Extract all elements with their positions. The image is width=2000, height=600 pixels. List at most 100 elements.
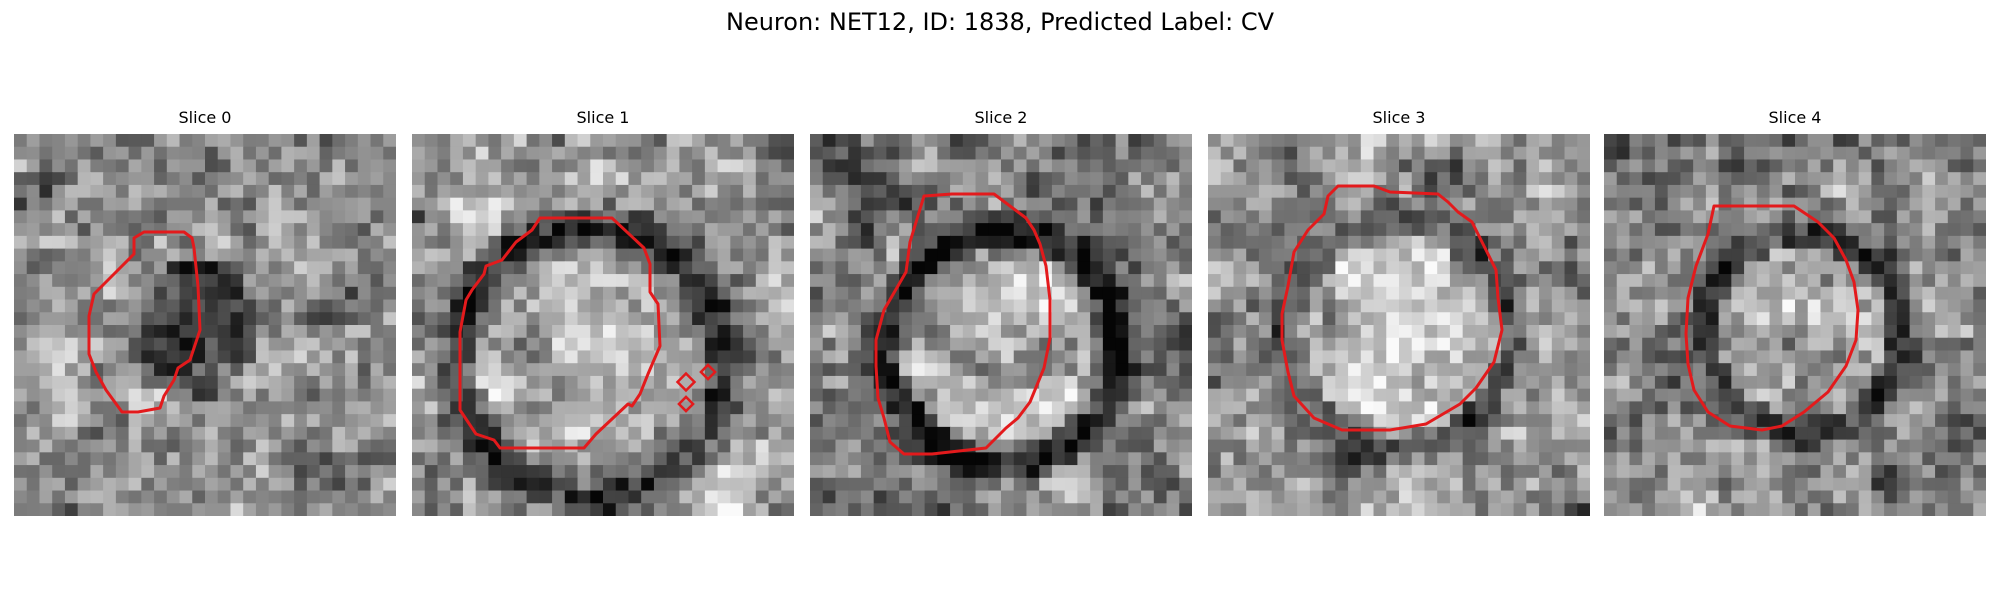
pixel-cell bbox=[1731, 134, 1745, 148]
pixel-cell bbox=[1399, 503, 1413, 516]
pixel-cell bbox=[603, 159, 617, 173]
pixel-cell bbox=[243, 503, 257, 516]
pixel-cell bbox=[294, 363, 308, 377]
pixel-cell bbox=[1233, 248, 1247, 262]
pixel-cell bbox=[1013, 134, 1028, 148]
pixel-cell bbox=[603, 172, 617, 186]
pixel-cell bbox=[1437, 388, 1451, 402]
pixel-cell bbox=[306, 210, 321, 224]
pixel-cell bbox=[1513, 184, 1527, 199]
pixel-cell bbox=[1680, 490, 1694, 504]
pixel-cell bbox=[539, 299, 553, 313]
pixel-cell bbox=[1973, 350, 1986, 364]
pixel-cell bbox=[52, 299, 66, 313]
pixel-cell bbox=[653, 172, 668, 186]
pixel-cell bbox=[1744, 388, 1758, 402]
pixel-cell bbox=[1258, 414, 1273, 428]
pixel-cell bbox=[1513, 134, 1527, 148]
pixel-cell bbox=[1449, 465, 1464, 479]
pixel-cell bbox=[1845, 159, 1860, 173]
pixel-cell bbox=[332, 337, 346, 352]
pixel-cell bbox=[488, 184, 502, 199]
pixel-cell bbox=[653, 184, 668, 199]
pixel-cell bbox=[1973, 414, 1986, 428]
pixel-cell bbox=[1309, 325, 1324, 339]
pixel-cell bbox=[730, 248, 744, 262]
pixel-cell bbox=[1013, 465, 1028, 479]
pixel-cell bbox=[115, 223, 130, 237]
pixel-cell bbox=[704, 248, 719, 262]
pixel-cell bbox=[1500, 134, 1515, 148]
pixel-cell bbox=[886, 503, 900, 516]
pixel-cell bbox=[1513, 325, 1527, 339]
pixel-cell bbox=[1858, 299, 1872, 313]
pixel-cell bbox=[1564, 452, 1578, 466]
pixel-cell bbox=[1680, 223, 1694, 237]
pixel-cell bbox=[590, 299, 604, 313]
pixel-cell bbox=[1909, 274, 1923, 288]
pixel-cell bbox=[1871, 134, 1885, 148]
pixel-cell bbox=[1973, 325, 1986, 339]
pixel-cell bbox=[1718, 184, 1732, 199]
pixel-cell bbox=[1500, 312, 1515, 326]
pixel-cell bbox=[26, 134, 41, 148]
pixel-cell bbox=[1858, 274, 1872, 288]
pixel-cell bbox=[1335, 274, 1349, 288]
pixel-cell bbox=[704, 325, 719, 339]
pixel-cell bbox=[848, 184, 862, 199]
pixel-cell bbox=[1896, 503, 1911, 516]
pixel-cell bbox=[1935, 452, 1949, 466]
pixel-cell bbox=[437, 439, 451, 453]
pixel-cell bbox=[704, 235, 719, 250]
pixel-cell bbox=[77, 465, 91, 479]
pixel-cell bbox=[1960, 477, 1974, 492]
pixel-cell bbox=[1731, 388, 1745, 402]
pixel-cell bbox=[1179, 477, 1192, 492]
pixel-cell bbox=[1115, 197, 1129, 211]
pixel-cell bbox=[822, 299, 837, 313]
pixel-cell bbox=[1462, 363, 1476, 377]
pixel-cell bbox=[1141, 337, 1155, 352]
pixel-cell bbox=[1424, 350, 1438, 364]
pixel-cell bbox=[128, 210, 142, 224]
pixel-cell bbox=[1654, 490, 1669, 504]
pixel-cell bbox=[103, 375, 117, 390]
pixel-cell bbox=[924, 286, 938, 301]
pixel-cell bbox=[810, 248, 824, 262]
pixel-cell bbox=[1909, 452, 1923, 466]
pixel-cell bbox=[1411, 172, 1426, 186]
pixel-cell bbox=[1153, 465, 1168, 479]
pixel-cell bbox=[899, 248, 913, 262]
pixel-cell bbox=[90, 490, 104, 504]
pixel-cell bbox=[1322, 337, 1336, 352]
pixel-cell bbox=[1077, 477, 1091, 492]
pixel-cell bbox=[1680, 414, 1694, 428]
pixel-cell bbox=[332, 375, 346, 390]
pixel-cell bbox=[205, 325, 219, 339]
pixel-cell bbox=[743, 375, 757, 390]
pixel-cell bbox=[1208, 337, 1222, 352]
pixel-cell bbox=[294, 210, 308, 224]
pixel-cell bbox=[128, 248, 142, 262]
pixel-cell bbox=[781, 261, 794, 275]
pixel-cell bbox=[1629, 490, 1643, 504]
pixel-cell bbox=[1179, 261, 1192, 275]
pixel-cell bbox=[1077, 375, 1091, 390]
pixel-cell bbox=[653, 477, 668, 492]
pixel-cell bbox=[1271, 363, 1285, 377]
pixel-cell bbox=[1386, 363, 1400, 377]
pixel-cell bbox=[243, 274, 257, 288]
pixel-cell bbox=[1102, 350, 1117, 364]
pixel-cell bbox=[1935, 235, 1949, 250]
pixel-cell bbox=[1935, 274, 1949, 288]
pixel-cell bbox=[424, 235, 439, 250]
pixel-cell bbox=[383, 414, 396, 428]
pixel-cell bbox=[1399, 172, 1413, 186]
pixel-cell bbox=[39, 439, 53, 453]
pixel-cell bbox=[781, 490, 794, 504]
pixel-cell bbox=[1309, 477, 1324, 492]
pixel-cell bbox=[1166, 299, 1180, 313]
pixel-cell bbox=[1153, 350, 1168, 364]
pixel-cell bbox=[1947, 490, 1962, 504]
pixel-cell bbox=[1335, 299, 1349, 313]
